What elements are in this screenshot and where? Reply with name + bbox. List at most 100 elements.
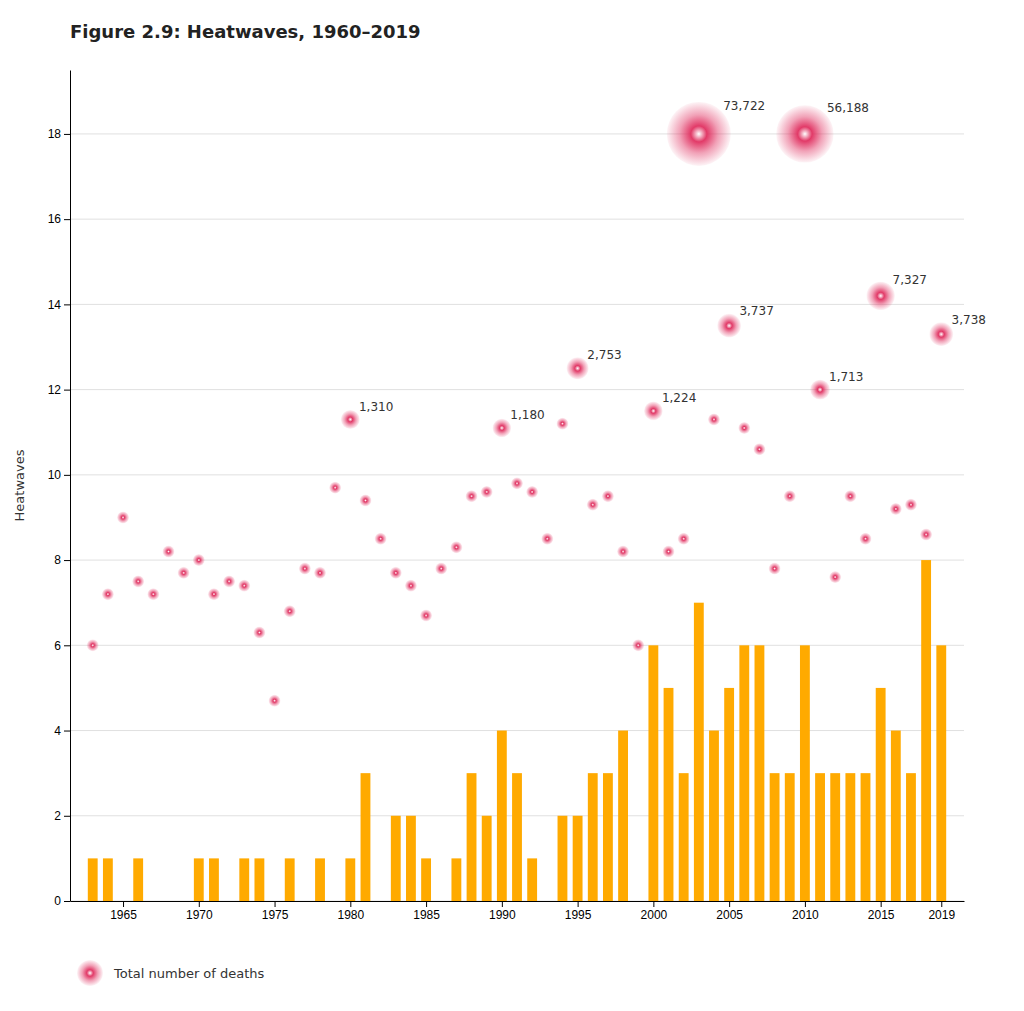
tick: 4: [54, 724, 70, 738]
dot: [405, 580, 417, 592]
tick: 6: [54, 639, 70, 653]
bar: [133, 858, 143, 901]
tick-label: 18: [48, 127, 62, 141]
tick-mark: [275, 901, 276, 907]
tick-mark: [941, 901, 942, 907]
dot: [178, 567, 190, 579]
bar: [845, 773, 855, 901]
tick-label: 10: [48, 468, 62, 482]
bar: [664, 688, 674, 901]
tick-mark: [350, 901, 351, 907]
tick-label: 1990: [489, 908, 516, 922]
tick: 14: [48, 298, 70, 312]
tick: 1990: [489, 901, 516, 922]
data-label: 7,327: [893, 273, 927, 287]
tick-label: 2010: [792, 908, 819, 922]
tick: 1970: [186, 901, 213, 922]
dot: [829, 571, 841, 583]
dot: [920, 529, 932, 541]
bar: [148, 901, 158, 902]
dot: [717, 314, 741, 338]
dot: [341, 410, 360, 429]
bar: [648, 645, 658, 901]
dot: [667, 102, 731, 166]
bar: [224, 901, 234, 902]
tick-mark: [426, 901, 427, 907]
legend-label: Total number of deaths: [113, 966, 265, 981]
tick-label: 12: [48, 383, 62, 397]
grid: [70, 134, 964, 901]
dot: [238, 580, 250, 592]
bar: [361, 773, 371, 901]
grid-line: [70, 730, 964, 731]
bar: [330, 901, 340, 902]
dot: [905, 499, 917, 511]
tick: 1980: [337, 901, 364, 922]
tick-mark: [805, 901, 806, 907]
data-label: 73,722: [723, 99, 765, 113]
bar: [861, 773, 871, 901]
bar: [421, 858, 431, 901]
dot: [769, 563, 781, 575]
dot: [87, 639, 99, 651]
tick-mark: [881, 901, 882, 907]
tick: 1965: [110, 901, 137, 922]
dot: [132, 575, 144, 587]
bar: [936, 645, 946, 901]
bar: [785, 773, 795, 901]
tick-label: 14: [48, 298, 62, 312]
tick-label: 1965: [110, 908, 137, 922]
bar: [209, 858, 219, 901]
dot: [269, 695, 281, 707]
axis-domain: [70, 71, 71, 902]
dot: [390, 567, 402, 579]
dot: [420, 609, 432, 621]
bar: [558, 816, 568, 901]
bar: [194, 858, 204, 901]
tick: 18: [48, 127, 70, 141]
data-label: 1,224: [662, 391, 696, 405]
bar: [588, 773, 598, 901]
bar: [906, 773, 916, 901]
bar: [315, 858, 325, 901]
dot: [866, 282, 894, 310]
dot: [890, 503, 902, 515]
y-axis: 024681012141618: [48, 71, 71, 909]
dot: [738, 422, 750, 434]
dot: [284, 605, 296, 617]
bar: [512, 773, 522, 901]
dot: [481, 486, 493, 498]
data-label: 56,188: [827, 101, 869, 115]
tick-mark: [578, 901, 579, 907]
dot: [329, 482, 341, 494]
bar: [285, 858, 295, 901]
tick-label: 16: [48, 212, 62, 226]
tick-mark: [64, 731, 70, 732]
bar: [542, 901, 552, 902]
dot: [435, 563, 447, 575]
tick: 2005: [716, 901, 743, 922]
data-label: 1,180: [510, 408, 544, 422]
tick-label: 2019: [928, 908, 955, 922]
dot: [193, 554, 205, 566]
tick-label: 2015: [868, 908, 895, 922]
dot: [617, 546, 629, 558]
dot: [929, 322, 953, 346]
dot: [359, 494, 371, 506]
bar: [679, 773, 689, 901]
axis-domain: [71, 901, 965, 902]
dot: [466, 490, 478, 502]
tick: 2010: [792, 901, 819, 922]
tick-mark: [64, 219, 70, 220]
dot: [567, 357, 589, 379]
bar: [830, 773, 840, 901]
tick-label: 1975: [262, 908, 289, 922]
bar: [118, 901, 128, 902]
bar: [467, 773, 477, 901]
tick: 1975: [262, 901, 289, 922]
tick: 2000: [641, 901, 668, 922]
bar: [391, 816, 401, 901]
tick-label: 2005: [716, 908, 743, 922]
dot: [810, 380, 830, 400]
data-label: 1,713: [829, 370, 863, 384]
